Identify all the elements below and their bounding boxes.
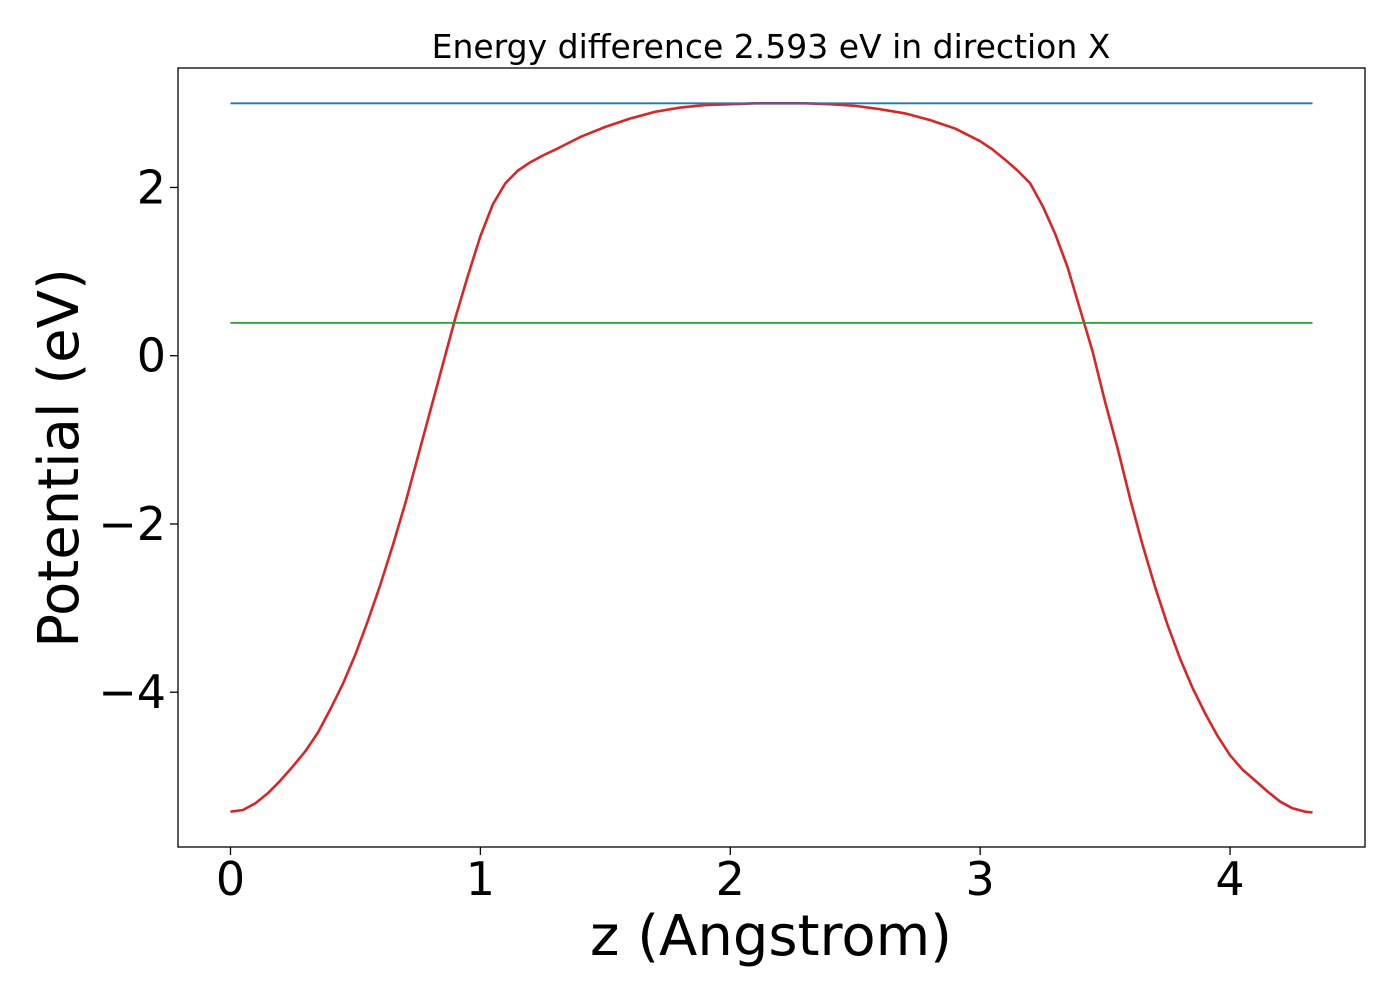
- y-tick-label: −4: [98, 665, 166, 719]
- x-tick-label: 4: [1215, 852, 1244, 906]
- x-tick-label: 2: [716, 852, 745, 906]
- series-layer: [230, 102, 1313, 814]
- y-tick-label: −2: [98, 497, 166, 551]
- x-axis: 0 1 2 3 4: [216, 847, 1245, 906]
- y-axis: −4 −2 0 2: [98, 160, 178, 719]
- x-tick-label: 1: [466, 852, 495, 906]
- x-tick-label: 3: [966, 852, 995, 906]
- y-tick-label: 2: [137, 160, 166, 214]
- x-tick-label: 0: [216, 852, 245, 906]
- plot-frame: [177, 67, 1366, 848]
- x-axis-label: z (Angstrom): [590, 904, 952, 969]
- series-line-potential-curve: [230, 102, 1313, 814]
- chart-title: Energy difference 2.593 eV in direction …: [432, 27, 1111, 66]
- y-axis-label: Potential (eV): [27, 268, 92, 648]
- y-tick-label: 0: [137, 329, 166, 383]
